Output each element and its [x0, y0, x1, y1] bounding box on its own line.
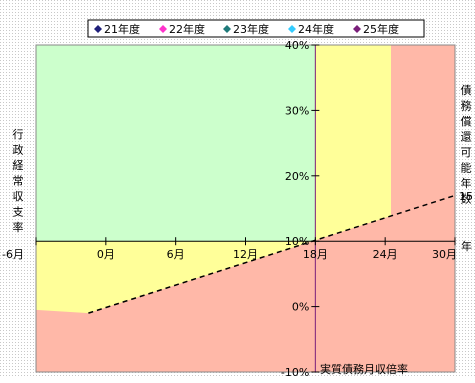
y-tick-label: 30% [285, 104, 309, 117]
label-char: 収 [13, 190, 24, 203]
region-green-top [36, 45, 316, 242]
right-label-15: 15 [459, 190, 473, 203]
legend-marker-diamond [223, 25, 231, 33]
legend-label: 21年度 [104, 22, 140, 36]
region-yellow-lower [36, 240, 316, 314]
legend-entry: 24年度 [288, 22, 334, 36]
x-tick-label: 30月 [432, 248, 457, 261]
y-axis-ticks: 40% 30% 20% 10% 0% -10% [281, 39, 320, 379]
legend-entry: 23年度 [223, 22, 269, 36]
legend-box [87, 19, 425, 38]
label-char: 可 [461, 146, 472, 159]
label-char: 行 [13, 128, 24, 141]
label-char: 年 [461, 176, 472, 190]
y-tick-label: -10% [281, 366, 309, 378]
plot-regions [35, 44, 456, 373]
legend-label: 23年度 [233, 22, 269, 36]
legend-label: 24年度 [298, 22, 334, 36]
x-tick-label: -6月 [2, 248, 24, 261]
x-tick-label: 0月 [97, 248, 115, 261]
legend-entry: 22年度 [159, 22, 205, 36]
label-char: 数 [461, 193, 472, 206]
label-char: 率 [13, 220, 24, 234]
plot-border [35, 44, 456, 373]
trend-dashed-line [88, 194, 456, 314]
legend-marker-diamond [288, 25, 296, 33]
x-tick-label: 18月 [303, 248, 328, 261]
label-char: 還 [461, 131, 472, 144]
label-char: 常 [13, 175, 24, 188]
label-char: 務 [461, 99, 472, 113]
label-char: 能 [461, 161, 472, 175]
y-tick-label: 40% [285, 39, 309, 52]
legend-marker-diamond [159, 25, 167, 33]
x-axis-ticks: -6月 0月 6月 12月 18月 24月 30月 [2, 237, 457, 261]
label-char: 債 [461, 83, 472, 97]
label-char: 支 [13, 206, 24, 219]
legend-marker-diamond [353, 25, 361, 33]
x-tick-label: 12月 [233, 248, 258, 261]
region-yellow-upper [315, 45, 391, 241]
label-char: 経 [13, 159, 24, 172]
x-tick-label: 6月 [167, 248, 185, 261]
y-tick-label: 20% [285, 170, 309, 183]
legend-entry: 21年度 [94, 22, 140, 36]
legend-label: 22年度 [169, 22, 205, 36]
legend-marker-diamond [94, 25, 102, 33]
x-tick-label: 24月 [373, 248, 398, 261]
y-tick-label: 10% [285, 235, 309, 248]
legend: 21年度 22年度 23年度 24年度 25年度 [87, 19, 425, 38]
y-tick-label: 0% [292, 301, 309, 314]
label-char: 償 [461, 114, 472, 128]
legend-entry: 25年度 [353, 22, 399, 36]
legend-label: 25年度 [363, 22, 399, 36]
label-char: 政 [13, 143, 24, 157]
x-axis-label: 実質債務月収倍率 [320, 362, 408, 376]
right-label-year: 年 [461, 239, 472, 253]
